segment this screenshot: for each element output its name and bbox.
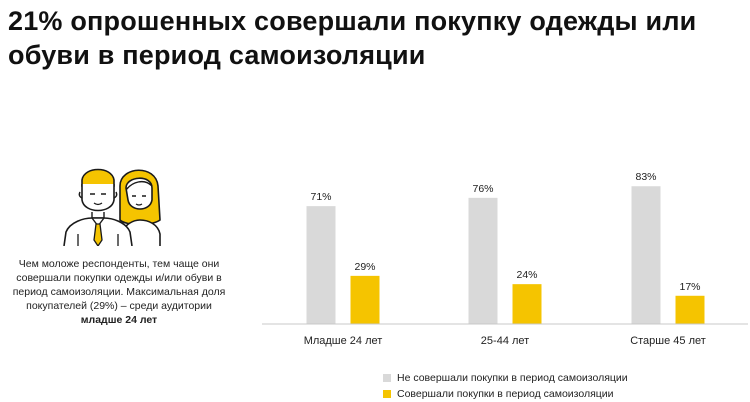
legend-label: Совершали покупки в период самоизоляции [397,388,614,400]
data-label: 83% [635,171,656,183]
man-figure [63,168,133,246]
legend-swatch [383,374,391,382]
bar [350,275,380,324]
data-label: 71% [310,191,331,203]
legend-label: Не совершали покупки в период самоизоляц… [397,372,628,384]
bar [468,197,498,324]
side-note: Чем моложе респонденты, тем чаще они сов… [6,257,232,327]
people-icon [63,168,161,246]
category-tick-label: Старше 45 лет [630,335,706,347]
bar [306,206,336,324]
legend-item: Не совершали покупки в период самоизоляц… [383,370,628,386]
side-note-text: Чем моложе респонденты, тем чаще они сов… [12,258,226,312]
data-label: 76% [472,183,493,195]
category-tick-label: Младше 24 лет [304,335,383,347]
bar [512,284,542,324]
data-label: 29% [354,261,375,273]
legend-swatch [383,390,391,398]
chart-legend: Не совершали покупки в период самоизоляц… [383,370,628,402]
category-tick-label: 25-44 лет [481,335,529,347]
page-title: 21% опрошенных совершали покупку одежды … [8,6,697,70]
bar [631,186,661,324]
bar [675,295,705,324]
legend-item: Совершали покупки в период самоизоляции [383,386,628,402]
bars-layer: 71% 29% Младше 24 лет 76% 24% 25-44 лет 83% 17%… [304,171,706,347]
side-note-emphasis: младше 24 лет [80,314,158,326]
data-label: 17% [679,281,700,293]
data-label: 24% [516,269,537,281]
